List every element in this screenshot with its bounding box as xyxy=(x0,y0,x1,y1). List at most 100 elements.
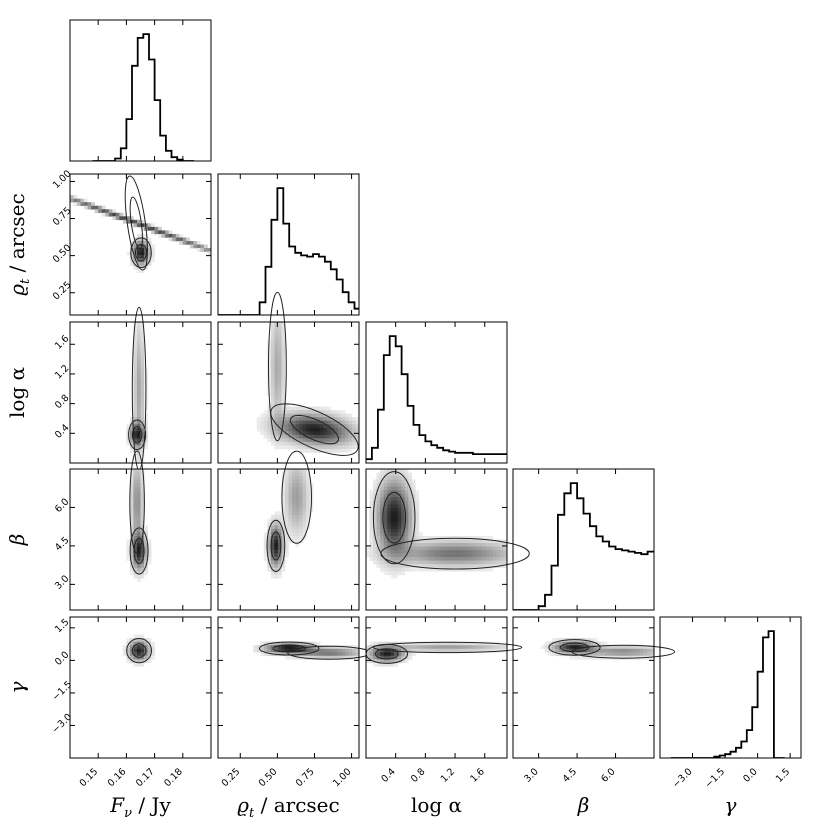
density-cell-rho-alpha xyxy=(330,413,335,418)
density-cell-alpha-beta xyxy=(489,550,494,554)
density-cell-alpha-gamma xyxy=(415,648,420,653)
density-cell-alpha-beta xyxy=(429,557,434,561)
density-cell-alpha-beta xyxy=(478,564,483,568)
density-cell-rho-alpha xyxy=(355,445,360,450)
density-cell-rho-alpha xyxy=(337,438,342,443)
density-cell-F-alpha xyxy=(126,424,131,429)
density-cell-F-rho xyxy=(133,219,138,224)
density-cell-rho-alpha xyxy=(277,431,282,436)
density-cell-F-rho xyxy=(186,237,191,242)
density-cell-alpha-gamma xyxy=(387,641,391,646)
density-cell-alpha-gamma xyxy=(404,655,409,660)
density-cell-F-beta xyxy=(133,532,138,537)
density-cell-F-alpha xyxy=(133,417,138,421)
density-cell-rho-alpha xyxy=(337,420,342,425)
x-tick-label-alpha: 1.2 xyxy=(439,766,457,784)
density-cell-rho-alpha xyxy=(309,410,314,414)
density-cell-F-beta xyxy=(140,479,145,484)
density-cell-alpha-beta xyxy=(394,507,399,512)
density-cell-rho-alpha xyxy=(351,438,356,443)
density-cell-alpha-beta xyxy=(418,564,423,568)
density-cell-alpha-gamma xyxy=(394,645,399,650)
density-cell-alpha-beta xyxy=(404,507,409,512)
density-cell-rho-alpha xyxy=(274,322,279,326)
y-tick-label-alpha: 1.2 xyxy=(53,363,71,381)
density-cell-alpha-beta xyxy=(440,557,444,561)
panel-frame-rho-alpha xyxy=(217,321,360,464)
y-tick-label-beta: 4.5 xyxy=(53,535,71,553)
density-cell-alpha-beta xyxy=(394,472,399,477)
density-cell-rho-beta xyxy=(302,483,307,487)
density-cell-alpha-beta xyxy=(489,546,494,551)
density-cell-rho-alpha xyxy=(299,420,303,425)
density-cell-F-alpha xyxy=(136,420,141,425)
panel-frame-F-gamma xyxy=(69,616,212,759)
density-cell-F-alpha xyxy=(133,360,138,365)
density-cell-rho-alpha xyxy=(323,445,328,450)
density-cell-alpha-gamma xyxy=(394,659,399,664)
density-cell-F-beta xyxy=(129,469,134,473)
density-cell-rho-alpha xyxy=(292,406,296,411)
density-cell-rho-alpha xyxy=(302,406,307,411)
density-cell-F-rho xyxy=(140,219,145,224)
density-cell-rho-beta xyxy=(288,532,293,537)
density-cell-alpha-beta xyxy=(485,560,490,565)
density-cell-rho-gamma xyxy=(309,641,314,646)
density-cell-F-rho xyxy=(136,244,141,249)
density-cell-alpha-gamma xyxy=(376,641,381,646)
density-cell-alpha-beta xyxy=(383,553,388,558)
density-cell-F-rho xyxy=(126,251,131,256)
density-cell-alpha-gamma xyxy=(373,645,377,650)
density-cell-F-beta xyxy=(133,497,138,502)
density-cell-rho-beta xyxy=(284,514,289,519)
density-cell-rho-gamma xyxy=(281,648,286,653)
density-cell-F-alpha xyxy=(136,445,141,450)
density-cell-alpha-gamma xyxy=(369,659,374,664)
density-cell-F-alpha xyxy=(133,396,138,400)
density-cell-rho-gamma xyxy=(337,655,342,660)
density-cell-alpha-beta xyxy=(475,567,480,572)
density-cell-rho-alpha xyxy=(281,325,286,330)
density-cell-F-beta xyxy=(133,511,138,516)
density-cell-rho-alpha xyxy=(267,431,272,436)
density-cell-alpha-beta xyxy=(492,546,497,551)
density-cell-alpha-beta xyxy=(397,472,402,477)
density-cell-rho-alpha xyxy=(323,448,328,453)
density-cell-F-alpha xyxy=(133,378,138,383)
density-cell-alpha-beta xyxy=(383,500,388,505)
density-cell-rho-alpha xyxy=(299,441,303,446)
density-cell-rho-alpha xyxy=(302,417,307,421)
density-cell-alpha-gamma xyxy=(499,645,504,650)
density-cell-alpha-gamma xyxy=(376,659,381,664)
density-cell-alpha-beta xyxy=(383,543,388,547)
density-cell-rho-beta xyxy=(274,511,279,516)
density-cell-F-alpha xyxy=(136,434,141,439)
density-cell-rho-beta xyxy=(302,507,307,512)
density-cell-rho-beta xyxy=(295,483,300,487)
density-cell-rho-gamma xyxy=(323,652,328,657)
density-cell-rho-beta xyxy=(292,521,296,526)
density-cell-alpha-gamma xyxy=(503,645,508,650)
density-cell-alpha-beta xyxy=(411,483,416,487)
density-cell-rho-alpha xyxy=(334,420,339,425)
density-cell-rho-beta xyxy=(284,469,289,473)
x-tick-label-rho: 1.00 xyxy=(331,766,354,789)
density-cell-F-beta xyxy=(140,507,145,512)
density-cell-alpha-beta xyxy=(499,543,504,547)
density-cell-alpha-gamma xyxy=(408,648,413,653)
density-cell-F-beta xyxy=(129,521,134,526)
density-cell-rho-gamma xyxy=(344,652,349,657)
density-cell-F-rho xyxy=(147,251,152,256)
density-cell-F-rho xyxy=(133,255,138,259)
density-cell-F-alpha xyxy=(133,392,138,397)
density-cell-rho-alpha xyxy=(323,410,328,414)
density-cell-rho-gamma xyxy=(299,645,303,650)
density-cell-rho-alpha xyxy=(288,413,293,418)
density-cell-rho-alpha xyxy=(334,445,339,450)
density-cell-rho-alpha xyxy=(270,403,275,407)
density-cell-rho-gamma xyxy=(292,645,296,650)
density-cell-rho-alpha xyxy=(306,441,310,446)
density-cell-rho-alpha xyxy=(277,427,282,432)
density-cell-F-beta xyxy=(129,486,134,491)
